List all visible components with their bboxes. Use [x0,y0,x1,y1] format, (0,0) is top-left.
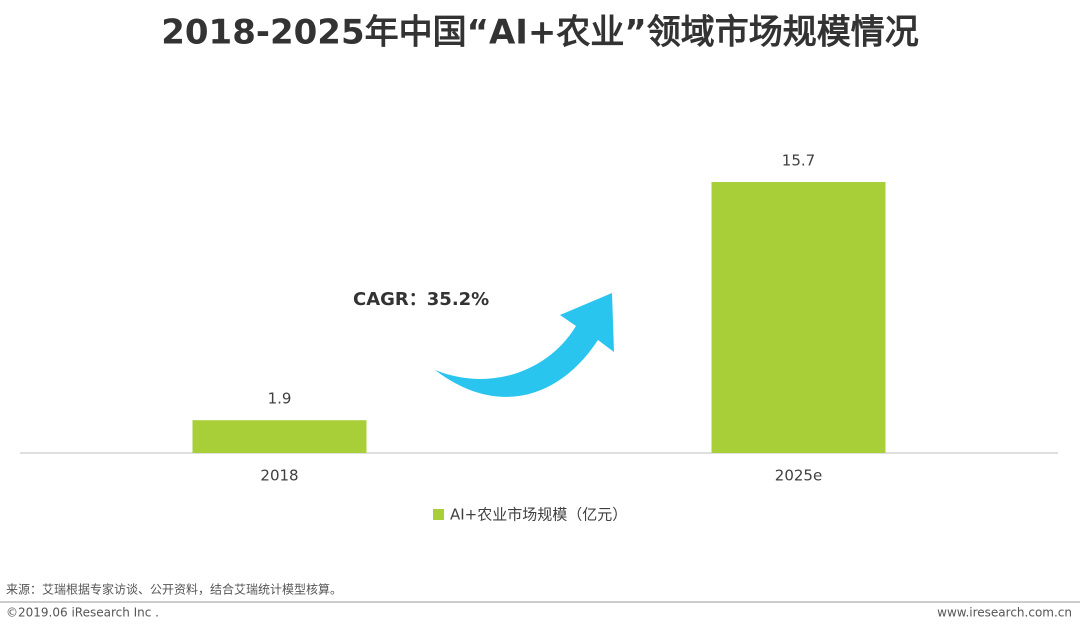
source-note: 来源：艾瑞根据专家访谈、公开资料，结合艾瑞统计模型核算。 [6,582,342,597]
growth-arrow [435,293,614,397]
legend-label: AI+农业市场规模（亿元） [450,506,627,524]
chart-title: 2018-2025年中国“AI+农业”领域市场规模情况 [161,13,919,53]
x-tick-label: 2025e [775,467,822,485]
copyright: ©2019.06 iResearch Inc . [6,606,159,620]
data-label: 15.7 [782,152,815,170]
data-label: 1.9 [268,390,292,408]
website: www.iresearch.com.cn [937,606,1072,620]
legend-swatch [433,509,444,520]
bar [192,420,367,453]
cagr-annotation: CAGR：35.2% [353,289,489,310]
x-tick-label: 2018 [260,467,298,485]
bar [711,182,886,453]
